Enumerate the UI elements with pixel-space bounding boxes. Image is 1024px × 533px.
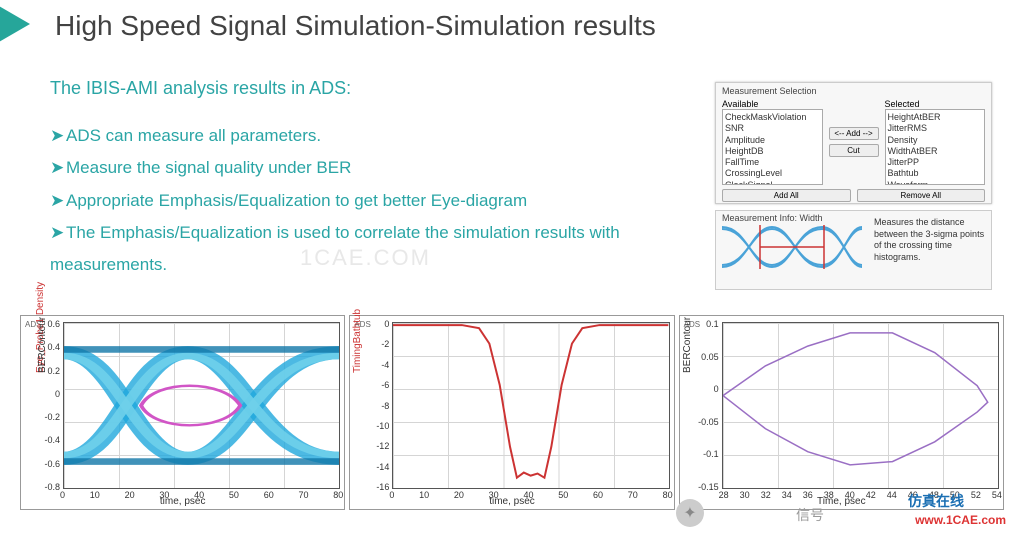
selected-listbox[interactable]: HeightAtBERJitterRMSDensityWidthAtBERJit… [885, 109, 986, 185]
available-label: Available [722, 99, 823, 109]
panel-title: Measurement Selection [716, 83, 991, 99]
slide-subtitle: The IBIS-AMI analysis results in ADS: [50, 78, 351, 99]
footer-site-cn: 仿真在线 [908, 491, 964, 511]
bullet-item: ➤Appropriate Emphasis/Equalization to ge… [50, 185, 680, 217]
slide-title: High Speed Signal Simulation-Simulation … [55, 10, 656, 42]
chart2-plot: 0-2-4-6-8-10-12-14-16 01020304050607080 [392, 322, 669, 489]
wechat-text: 信号 [796, 505, 824, 525]
selected-label: Selected [885, 99, 986, 109]
center-watermark: 1CAE.COM [300, 245, 431, 271]
bathtub-chart: ADS TimingBathtub time, psec 0-2-4-6-8-1… [349, 315, 674, 510]
eye-diagram-chart: ADS Eye_Probe1 Density BERContour time, … [20, 315, 345, 510]
available-listbox[interactable]: CheckMaskViolationSNRAmplitudeHeightDBFa… [722, 109, 823, 185]
wechat-icon: ✦ [676, 499, 704, 527]
mini-eye-diagram [722, 217, 862, 283]
add-button[interactable]: <-- Add --> [829, 127, 879, 140]
chart3-plot: 0.10.050-0.05-0.1-0.15 28303234363840424… [722, 322, 999, 489]
accent-triangle [0, 2, 30, 46]
bullet-item: ➤Measure the signal quality under BER [50, 152, 680, 184]
bullet-item: ➤ADS can measure all parameters. [50, 120, 680, 152]
measurement-info-panel: Measurement Info: Width Measures the dis… [715, 210, 992, 290]
chart1-plot: 0.60.40.20-0.2-0.4-0.6-0.8 0102030405060… [63, 322, 340, 489]
info-panel-description: Measures the distance between the 3-sigm… [868, 211, 991, 289]
add-all-button[interactable]: Add All [722, 189, 851, 202]
footer-site-url: www.1CAE.com [915, 513, 1006, 527]
remove-all-button[interactable]: Remove All [857, 189, 986, 202]
ber-contour-chart: ADS BERContour Time, psec 0.10.050-0.05-… [679, 315, 1004, 510]
measurement-selection-panel: Measurement Selection Available CheckMas… [715, 82, 992, 204]
cut-button[interactable]: Cut [829, 144, 879, 157]
